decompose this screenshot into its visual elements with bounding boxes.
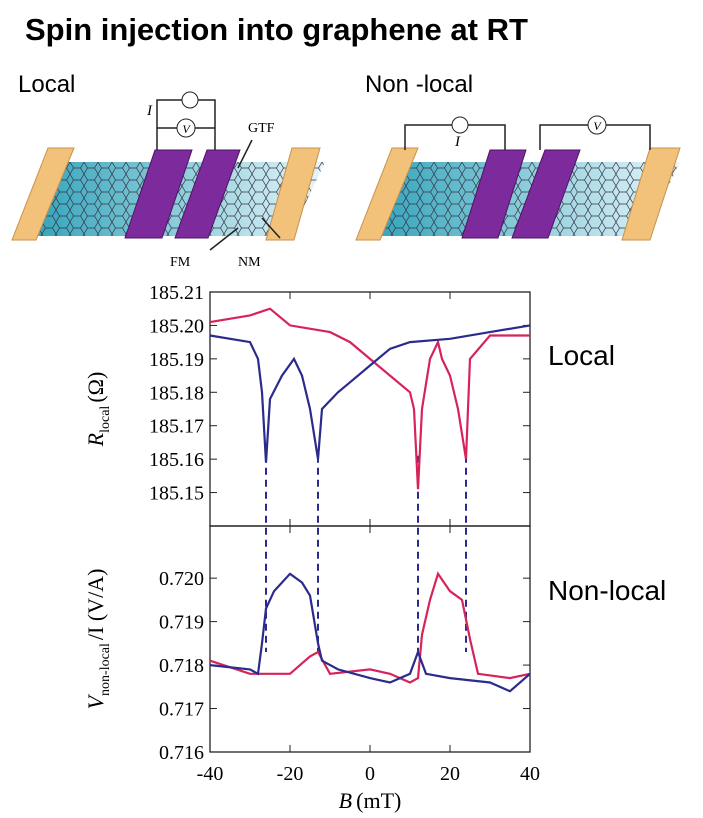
data-line: [209, 571, 531, 684]
voltage-label: V: [593, 119, 602, 133]
x-tick-label: 40: [520, 763, 540, 785]
y-label-symbol: R: [83, 432, 108, 447]
x-tick-label: -40: [197, 763, 224, 785]
voltage-label: V: [182, 122, 191, 136]
y-tick-label: 0.719: [159, 612, 204, 634]
x-tick-label: 20: [440, 763, 460, 785]
current-label: I: [146, 103, 153, 119]
nonlocal-diagram: [355, 115, 681, 241]
y-tick-label: 185.15: [149, 483, 204, 505]
y-label-symbol: V: [83, 693, 108, 709]
y-label-unit: (Ω): [83, 372, 108, 403]
y-tick-label: 0.716: [159, 742, 204, 764]
y-tick-label: 185.20: [149, 315, 204, 337]
y-tick-label: 185.16: [149, 449, 204, 471]
y-label-unit: /I (V/A): [83, 569, 108, 640]
y-axis-label: Rlocal (Ω): [83, 372, 113, 448]
diagram-label: Non -local: [365, 71, 473, 98]
side-label: Local: [548, 340, 615, 371]
diagram-label: Local: [18, 71, 75, 98]
gtf-label: GTF: [248, 121, 275, 136]
x-axis-label: B (mT): [339, 788, 402, 813]
y-axis-label: Vnon-local/I (V/A): [83, 569, 113, 710]
y-label-sub: local: [98, 406, 113, 433]
x-label-symbol: B: [339, 788, 352, 813]
y-label-sub: non-local: [98, 643, 113, 696]
side-label: Non-local: [548, 575, 666, 606]
plot-frame: [209, 525, 531, 753]
slide-title: Spin injection into graphene at RT: [25, 12, 528, 47]
y-tick-label: 0.717: [159, 699, 204, 721]
y-tick-label: 0.720: [159, 568, 204, 590]
local-diagram: [11, 91, 325, 251]
fm-label: FM: [170, 255, 191, 270]
x-label-unit: (mT): [356, 788, 401, 813]
current-label: I: [454, 134, 461, 150]
x-tick-label: 0: [365, 763, 375, 785]
data-line: [209, 324, 531, 463]
plot-frame: [209, 291, 531, 527]
nm-label: NM: [238, 255, 261, 270]
y-tick-label: 185.18: [149, 382, 204, 404]
x-tick-label: -20: [277, 763, 304, 785]
data-line: [209, 572, 531, 693]
y-tick-label: 0.718: [159, 655, 204, 677]
data-line: [209, 307, 530, 490]
y-tick-label: 185.19: [149, 349, 204, 371]
y-tick-label: 185.17: [149, 416, 204, 438]
y-tick-label: 185.21: [149, 282, 204, 304]
